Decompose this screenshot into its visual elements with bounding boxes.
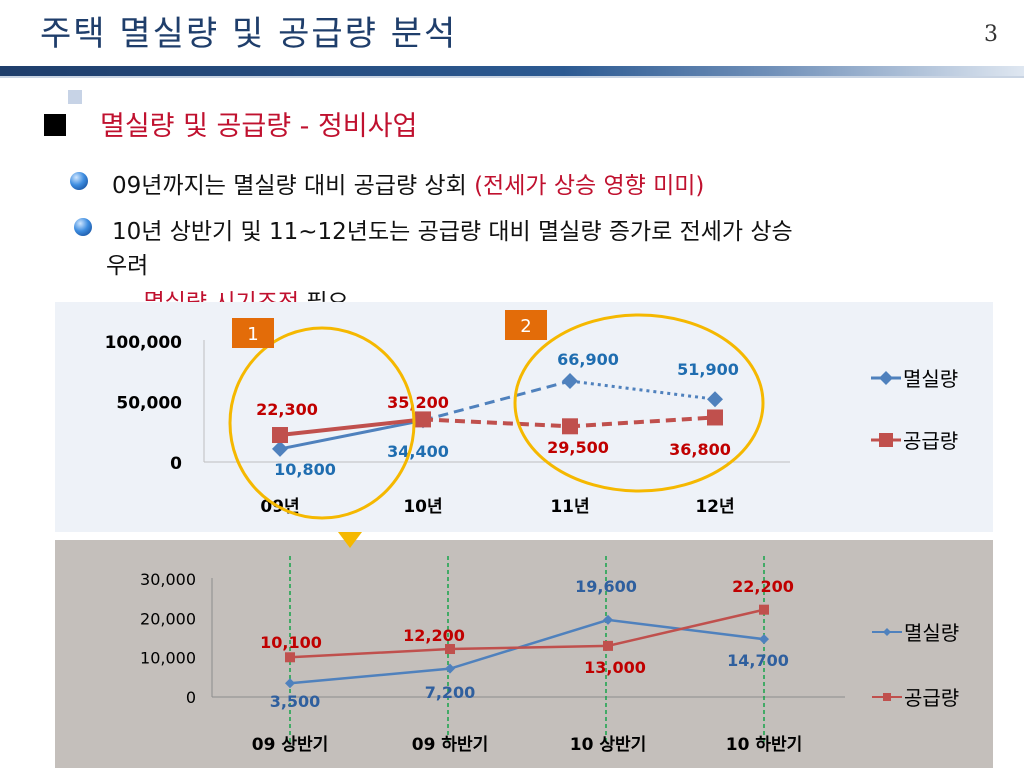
chart2-series-line xyxy=(289,618,765,685)
chart1-x-tick-label: 12년 xyxy=(695,497,734,517)
chart1-data-label: 51,900 xyxy=(677,360,739,379)
chart2-y-tick-label: 10,000 xyxy=(140,649,196,668)
chart1-data-label: 35,200 xyxy=(387,393,449,412)
chart1-point-멸실량 xyxy=(707,391,723,408)
heading-square-bullet-icon xyxy=(44,114,66,136)
bullet-2-line2: 우려 xyxy=(106,253,149,279)
chart2-point-공급량 xyxy=(759,604,769,615)
chart1-legend-label: 멸실량 xyxy=(903,367,958,391)
chart1-series-line-dashed xyxy=(422,379,571,422)
sub-bullet-red: - 멸실량 시기조정 xyxy=(128,290,299,302)
chart2-legend-square-icon xyxy=(883,693,891,701)
chart2-data-label: 3,500 xyxy=(270,692,321,711)
chart1-x-tick-label: 11년 xyxy=(550,497,589,517)
chart2-point-멸실량 xyxy=(603,614,613,625)
chart1-annotation-badge xyxy=(505,310,547,340)
bullet-1-highlight: (전세가 상승 영향 미미) xyxy=(474,173,705,199)
chart1-point-멸실량 xyxy=(562,373,578,390)
chart2-data-label: 22,200 xyxy=(732,577,794,596)
chart2-point-멸실량 xyxy=(285,678,295,689)
down-arrow-icon xyxy=(338,532,362,548)
chart1-legend-square-icon xyxy=(879,433,893,447)
chart2-data-label: 14,700 xyxy=(727,651,789,670)
chart1-annotation-badge xyxy=(232,318,274,348)
chart1-legend-diamond-icon xyxy=(879,371,893,385)
chart1-y-tick-label: 0 xyxy=(170,454,182,474)
bullet-1: 09년까지는 멸실량 대비 공급량 상회 (전세가 상승 영향 미미) xyxy=(112,166,704,200)
chart2-x-tick-label: 10 하반기 xyxy=(726,735,803,755)
chart1-point-멸실량 xyxy=(272,440,288,457)
chart2-point-공급량 xyxy=(445,644,455,655)
chart2-legend-label: 공급량 xyxy=(904,686,959,710)
chart1-data-label: 10,800 xyxy=(274,460,336,479)
title-underline-bar xyxy=(0,66,1024,76)
chart2-series-line xyxy=(289,608,765,659)
heading-bullet-accent xyxy=(68,90,82,104)
bullet-1-text: 09년까지는 멸실량 대비 공급량 상회 xyxy=(112,173,475,199)
chart1-series-line-dashed xyxy=(569,379,716,401)
chart1-series-line-solid xyxy=(279,418,424,451)
chart1-highlight-circle-1 xyxy=(228,326,416,520)
chart2-point-멸실량 xyxy=(759,634,769,645)
chart1-legend-label: 공급량 xyxy=(903,429,958,453)
chart1-y-tick-label: 100,000 xyxy=(105,333,183,353)
chart2-y-tick-label: 0 xyxy=(186,688,196,707)
chart1-data-label: 34,400 xyxy=(387,442,449,461)
chart2-y-tick-label: 30,000 xyxy=(140,570,196,589)
chart1-point-공급량 xyxy=(707,409,723,426)
chart1-series-line-dashed xyxy=(422,417,571,429)
bullet-sphere-icon xyxy=(74,218,92,236)
chart1-highlight-circle-2 xyxy=(513,313,765,493)
chart1-data-label: 29,500 xyxy=(547,438,609,457)
chart1-y-tick-label: 50,000 xyxy=(116,394,182,414)
sub-bullet-black: 필요 xyxy=(299,290,348,302)
chart2-background xyxy=(55,540,993,768)
chart2-data-label: 13,000 xyxy=(584,658,646,677)
page-number: 3 xyxy=(984,22,998,47)
chart1-point-공급량 xyxy=(562,418,578,435)
chart2-data-label: 10,100 xyxy=(260,633,322,652)
chart2-x-tick-label: 09 상반기 xyxy=(252,735,329,755)
chart2-point-멸실량 xyxy=(445,663,455,674)
chart1-series-line-solid xyxy=(279,417,424,438)
section-heading: 멸실량 및 공급량 - 정비사업 xyxy=(100,111,418,142)
chart2-data-label: 12,200 xyxy=(403,626,465,645)
slide-title: 주택 멸실량 및 공급량 분석 xyxy=(40,14,458,54)
chart2-x-tick-label: 10 상반기 xyxy=(570,735,647,755)
chart1-annotation-number: 1 xyxy=(247,324,258,345)
chart1-data-label: 66,900 xyxy=(557,350,619,369)
chart1-x-tick-label: 10년 xyxy=(403,497,442,517)
chart2-point-공급량 xyxy=(603,640,613,651)
chart1-data-label: 22,300 xyxy=(256,400,318,419)
chart2-x-tick-label: 09 하반기 xyxy=(412,735,489,755)
chart1-data-label: 36,800 xyxy=(669,440,731,459)
bullet-sphere-icon xyxy=(70,172,88,190)
chart1-annotation-number: 2 xyxy=(520,316,531,337)
chart2-legend-diamond-icon xyxy=(883,628,891,636)
chart2-point-공급량 xyxy=(285,652,295,663)
bullet-2: 10년 상반기 및 11~12년도는 공급량 대비 멸실량 증가로 전세가 상승 xyxy=(112,219,793,245)
sub-bullet: - 멸실량 시기조정 필요 xyxy=(128,284,349,302)
chart2-y-tick-label: 20,000 xyxy=(140,609,196,628)
chart2-legend-label: 멸실량 xyxy=(904,621,959,645)
chart1-background xyxy=(55,302,993,532)
chart2-data-label: 7,200 xyxy=(425,683,476,702)
chart1-series-line-dashed xyxy=(569,415,716,429)
chart2-data-label: 19,600 xyxy=(575,577,637,596)
chart1-point-공급량 xyxy=(272,427,288,444)
title-underline-thin xyxy=(0,76,1024,78)
chart1-point-공급량 xyxy=(415,411,431,428)
